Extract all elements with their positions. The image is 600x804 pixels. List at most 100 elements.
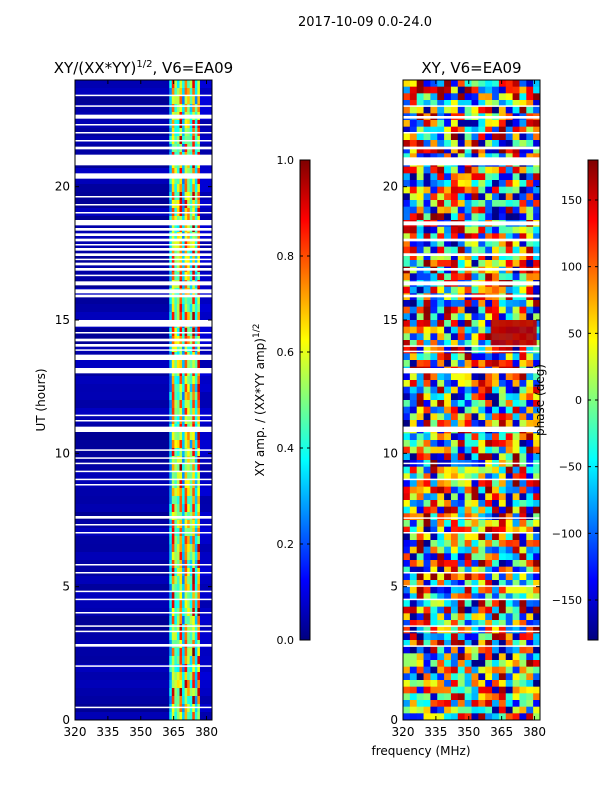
amplitude-cell	[197, 680, 201, 689]
phase-cell	[464, 140, 472, 148]
phase-cell	[533, 233, 541, 241]
phase-cell	[498, 86, 507, 94]
phase-cell	[498, 233, 507, 241]
amplitude-cell	[199, 672, 212, 681]
amplitude-cell	[187, 552, 191, 561]
amplitude-cell	[174, 440, 178, 449]
phase-cell	[437, 500, 445, 508]
amplitude-cell	[187, 496, 191, 505]
phase-cell	[457, 553, 466, 561]
phase-cell	[403, 313, 411, 321]
phase-cell	[519, 306, 527, 314]
amplitude-cell	[199, 176, 212, 185]
phase-cell	[471, 573, 479, 581]
phase-cell	[498, 553, 507, 561]
amplitude-cell	[192, 624, 196, 633]
amplitude-cell	[171, 176, 175, 185]
phase-cell	[457, 560, 466, 568]
phase-cell	[423, 673, 431, 681]
phase-cell	[505, 140, 514, 148]
phase-cell	[437, 660, 445, 668]
phase-cell	[423, 526, 431, 534]
amplitude-cell	[75, 496, 170, 505]
amplitude-cell	[182, 432, 186, 441]
phase-cell	[423, 540, 431, 548]
phase-cell	[409, 253, 418, 261]
phase-cell	[471, 606, 479, 614]
phase-cell	[512, 686, 520, 694]
amplitude-cell	[176, 176, 180, 185]
phase-cell	[485, 413, 493, 421]
phase-cell	[519, 580, 527, 588]
phase-cell	[492, 93, 500, 101]
phase-cell	[416, 193, 425, 201]
amplitude-cell	[192, 656, 196, 665]
phase-cell	[498, 313, 507, 321]
phase-cell	[423, 373, 431, 381]
phase-cell	[478, 580, 486, 588]
phase-cell	[512, 466, 520, 474]
phase-cell	[519, 693, 527, 701]
phase-cell	[416, 326, 425, 334]
phase-cell	[498, 573, 507, 581]
phase-cell	[409, 633, 418, 641]
phase-cell	[498, 166, 507, 174]
phase-cell	[478, 226, 486, 234]
phase-cell	[430, 520, 438, 528]
phase-cell	[471, 513, 479, 521]
amplitude-cell	[182, 648, 186, 657]
amplitude-cell	[192, 472, 196, 481]
amplitude-cell	[192, 296, 196, 305]
amplitude-cell	[171, 104, 175, 113]
phase-cell	[416, 246, 425, 254]
phase-cell	[457, 520, 466, 528]
phase-cell	[478, 526, 486, 534]
phase-cell	[450, 80, 459, 88]
phase-cell	[450, 86, 459, 94]
blank-time-row	[75, 625, 212, 627]
phase-cell	[423, 333, 431, 341]
phase-cell	[409, 240, 418, 248]
phase-cell	[457, 326, 466, 334]
phase-cell	[498, 513, 507, 521]
phase-cell	[505, 540, 514, 548]
phase-cell	[478, 126, 486, 134]
amplitude-cell	[199, 400, 212, 409]
phase-cell	[437, 346, 445, 354]
amplitude-cell	[179, 576, 183, 585]
amplitude-cell	[169, 664, 173, 673]
phase-cell	[533, 666, 541, 674]
amplitude-cell	[199, 184, 212, 193]
phase-cell	[437, 353, 445, 361]
phase-cell	[457, 126, 466, 134]
amplitude-cell	[194, 704, 198, 713]
colorbar-tick-label: 0.6	[277, 346, 295, 359]
phase-cell	[457, 353, 466, 361]
amplitude-cell	[194, 672, 198, 681]
phase-cell	[492, 453, 500, 461]
phase-cell	[478, 286, 486, 294]
phase-cell	[450, 186, 459, 194]
phase-cell	[450, 120, 459, 128]
phase-cell	[416, 540, 425, 548]
phase-cell	[423, 706, 431, 714]
amplitude-cell	[174, 488, 178, 497]
phase-cell	[505, 673, 514, 681]
amplitude-cell	[171, 544, 175, 553]
phase-cell	[403, 393, 411, 401]
phase-cell	[450, 640, 459, 648]
phase-cell	[533, 133, 541, 141]
phase-cell	[471, 486, 479, 494]
phase-cell	[457, 586, 466, 594]
phase-cell	[492, 553, 500, 561]
phase-cell	[409, 193, 418, 201]
phase-cell	[485, 713, 493, 721]
amplitude-cell	[184, 544, 188, 553]
amplitude-cell	[169, 544, 173, 553]
phase-cell	[416, 593, 425, 601]
phase-cell	[444, 493, 452, 501]
phase-cell	[471, 626, 479, 634]
phase-cell	[492, 260, 500, 268]
phase-cell	[430, 126, 438, 134]
phase-cell	[416, 353, 425, 361]
